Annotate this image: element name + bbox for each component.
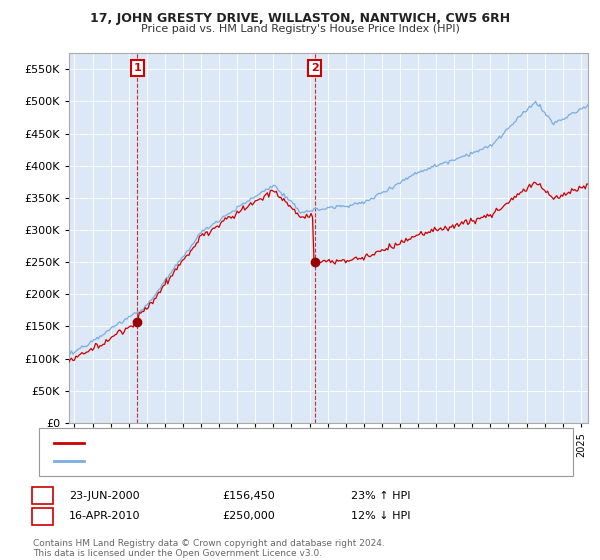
Text: 2: 2 [311,63,319,73]
Text: £156,450: £156,450 [222,491,275,501]
Text: 17, JOHN GRESTY DRIVE, WILLASTON, NANTWICH, CW5 6RH: 17, JOHN GRESTY DRIVE, WILLASTON, NANTWI… [90,12,510,25]
Text: 16-APR-2010: 16-APR-2010 [69,511,140,521]
Text: HPI: Average price, detached house, Cheshire East: HPI: Average price, detached house, Ches… [87,456,335,466]
Text: 12% ↓ HPI: 12% ↓ HPI [351,511,410,521]
Text: 23-JUN-2000: 23-JUN-2000 [69,491,140,501]
Text: 2: 2 [39,511,46,521]
Text: 1: 1 [133,63,141,73]
Text: Price paid vs. HM Land Registry's House Price Index (HPI): Price paid vs. HM Land Registry's House … [140,24,460,34]
Text: 23% ↑ HPI: 23% ↑ HPI [351,491,410,501]
Text: £250,000: £250,000 [222,511,275,521]
Text: 1: 1 [39,491,46,501]
Text: 17, JOHN GRESTY DRIVE, WILLASTON, NANTWICH, CW5 6RH (detached house): 17, JOHN GRESTY DRIVE, WILLASTON, NANTWI… [87,438,471,448]
Text: Contains HM Land Registry data © Crown copyright and database right 2024.
This d: Contains HM Land Registry data © Crown c… [33,539,385,558]
